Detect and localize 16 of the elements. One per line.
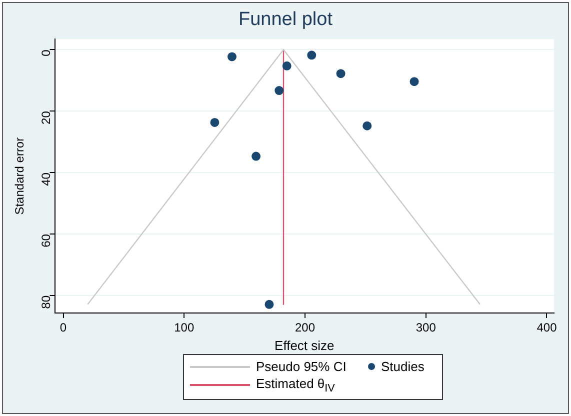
chart-title: Funnel plot — [237, 9, 334, 31]
legend-label: Estimated θ$_{IV}$ — [256, 376, 335, 395]
y-tick-label: 20 — [39, 110, 54, 124]
x-tick-label: 0 — [60, 320, 67, 335]
y-axis-title: Standard error — [12, 137, 27, 215]
y-tick-label: 60 — [39, 234, 54, 248]
y-tick-label: 80 — [39, 295, 54, 309]
x-tick-label: 100 — [174, 320, 194, 335]
y-tick-label: 40 — [39, 172, 54, 186]
x-tick-label: 400 — [536, 320, 558, 335]
legend-label: Pseudo 95% CI — [256, 359, 346, 374]
x-axis-title: Effect size — [274, 338, 334, 353]
y-tick-label: 0 — [39, 49, 54, 56]
legend-label: Studies — [380, 359, 424, 374]
x-tick-label: 200 — [294, 320, 316, 335]
x-tick-label: 300 — [416, 320, 436, 335]
